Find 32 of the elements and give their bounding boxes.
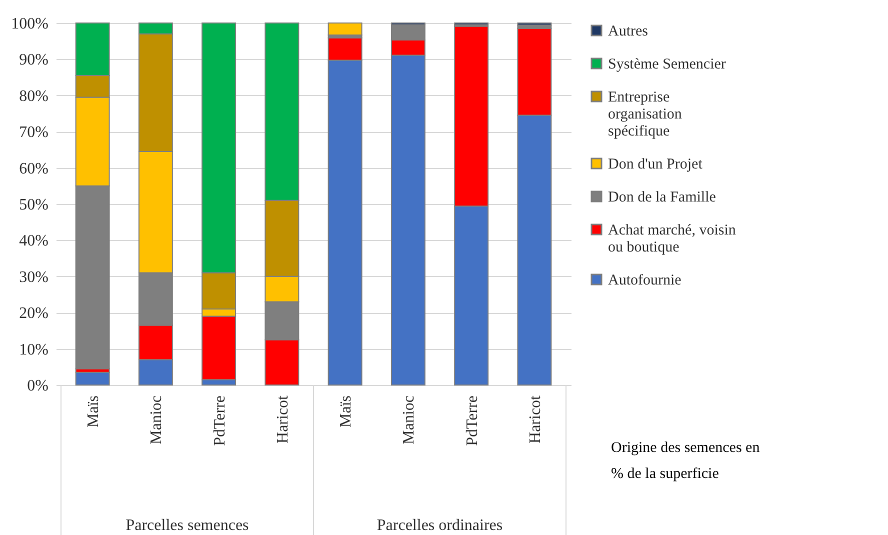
x-tick-label: PdTerre <box>464 396 481 446</box>
text: Origine des semences en % de la superficie <box>611 440 760 482</box>
legend-label: Entreprise organisation spécifique <box>608 90 682 140</box>
legend-label: Autres <box>608 24 648 40</box>
bar <box>328 22 362 36</box>
y-tick-label: 70% <box>19 124 48 142</box>
y-tick-label: 20% <box>19 305 48 322</box>
text: Parcelles semences <box>126 517 249 534</box>
y-tick-label: 50% <box>19 196 48 214</box>
y-tick-label: 60% <box>19 160 48 178</box>
y-tick-label: 10% <box>19 341 48 358</box>
x-tick-label: Haricot <box>274 394 292 444</box>
y-tick-label: 30% <box>19 268 48 286</box>
x-tick-label: Manioc <box>400 396 418 444</box>
legend-label: Don d'un Projet <box>608 156 704 172</box>
x-tick-label: Haricot <box>526 394 544 444</box>
x-tick-label: PdTerre <box>211 396 228 446</box>
y-tick-label: 80% <box>19 88 48 105</box>
y-tick-label: 100% <box>11 16 48 32</box>
text: Parcelles ordinaires <box>376 517 503 534</box>
y-tick-label: 40% <box>19 232 48 250</box>
legend-label: Don de la Famille <box>608 190 716 206</box>
legend-label: Système Semencier <box>608 56 726 72</box>
y-tick-label: 0% <box>27 378 48 394</box>
legend-label: Autofournie <box>608 272 682 288</box>
legend-label: Achat marché, voisin ou boutique <box>608 222 736 256</box>
bar <box>517 22 552 26</box>
bar <box>75 372 110 386</box>
y-tick-label: 90% <box>19 52 48 69</box>
x-tick-label: Maïs <box>338 396 355 428</box>
x-tick-label: Manioc <box>148 396 166 444</box>
x-tick-label: Maïs <box>85 396 102 428</box>
